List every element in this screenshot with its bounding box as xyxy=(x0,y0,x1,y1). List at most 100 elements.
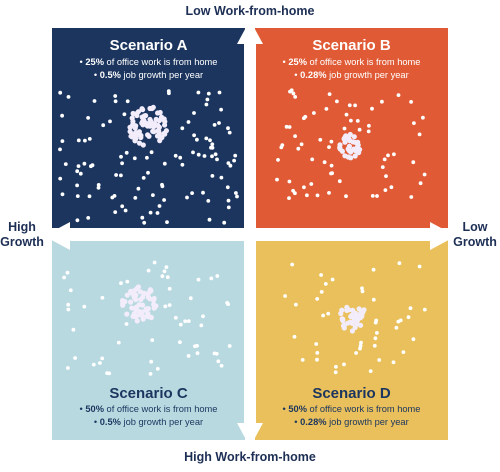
scenario-b-dot xyxy=(291,91,296,96)
scenario-c-dot xyxy=(100,295,105,300)
scenario-d-wfh-text: of office work is from home xyxy=(306,404,421,414)
scenario-c-dot xyxy=(183,319,188,324)
scenario-c-dot xyxy=(148,288,154,294)
scenario-a-dot xyxy=(114,173,118,177)
scenario-a-dot xyxy=(148,120,154,126)
scenario-b-wfh-value: 25% xyxy=(288,57,307,67)
scenario-a-dot xyxy=(96,183,101,187)
scenario-a-dot xyxy=(196,90,201,95)
scenario-a-dot xyxy=(204,102,209,107)
scenario-c-dot xyxy=(151,295,157,302)
scenario-d-title: Scenario D xyxy=(312,385,391,402)
scenario-a-dot xyxy=(166,89,171,93)
scenario-a-dot xyxy=(215,157,219,162)
scenario-a-dot xyxy=(146,170,150,175)
scenario-a-dot xyxy=(210,145,215,150)
scenario-c-dot xyxy=(71,327,76,332)
scenario-b-dot xyxy=(293,95,298,99)
scenario-a-dot xyxy=(160,184,165,189)
scenario-d-dot xyxy=(352,324,358,330)
scenario-d-dot xyxy=(417,264,422,269)
scenario-a-dot xyxy=(191,150,195,155)
scenario-b-dot xyxy=(299,142,304,147)
scenario-a-dot xyxy=(217,90,222,95)
scenario-a-dot xyxy=(210,174,215,178)
scenario-a-dot xyxy=(75,169,80,174)
scenario-a-dot xyxy=(90,163,95,168)
scenario-a-dot xyxy=(142,220,147,225)
scenario-c-dot xyxy=(215,274,220,278)
scenario-a-dot xyxy=(155,128,161,134)
scenario-b-dot xyxy=(389,185,394,190)
scenario-c-dot xyxy=(105,371,109,375)
scenario-a-dot xyxy=(219,175,224,180)
scenario-d-wfh-value: 50% xyxy=(288,404,307,414)
scenario-a-dot xyxy=(150,104,156,110)
scenario-b-dot xyxy=(291,188,295,193)
scenario-a-dot xyxy=(148,210,153,215)
scenario-b-dot xyxy=(293,134,297,138)
scenario-c-dot xyxy=(137,289,144,295)
scenario-c-dot xyxy=(173,315,178,320)
scenario-a-dot xyxy=(210,142,215,147)
scenario-a-dot xyxy=(129,115,135,121)
scenario-d-growth-line: • 0.28% job growth per year xyxy=(294,417,409,427)
scenario-a-dot xyxy=(161,130,167,136)
scenario-c-dot xyxy=(98,361,102,365)
scenario-b-dot xyxy=(329,139,334,144)
scenario-c-dot xyxy=(160,274,165,279)
scenario-a-dot xyxy=(192,111,196,115)
scenario-a-dot xyxy=(75,183,79,188)
scenario-a-dot xyxy=(60,139,65,143)
scenario-d-growth-text: job growth per year xyxy=(326,417,409,427)
scenario-a-dot xyxy=(96,185,101,190)
scenario-a-dot xyxy=(124,150,129,155)
arrowhead-right xyxy=(430,222,456,250)
scenario-c-dot xyxy=(227,344,232,348)
scenario-a-dot xyxy=(86,116,90,120)
scenario-b-dot xyxy=(422,172,427,177)
scenario-a-dot xyxy=(132,156,137,161)
scenario-c-dot xyxy=(195,343,199,348)
scenario-a-title: Scenario A xyxy=(109,37,188,54)
scenario-b-dot xyxy=(341,136,347,142)
scenario-d-dot xyxy=(350,307,356,313)
scenario-d-dot xyxy=(408,306,413,311)
scenario-a-dot xyxy=(158,114,165,120)
scenario-c-dot xyxy=(124,311,130,317)
scenario-a-dot xyxy=(66,95,71,99)
scenario-a-dot xyxy=(185,195,189,200)
scenario-a-dot xyxy=(76,164,81,169)
scenario-a-dot xyxy=(122,112,127,117)
scenario-c-dot xyxy=(134,286,140,292)
scenario-a-dot xyxy=(136,140,143,146)
scenario-b-dot xyxy=(342,126,347,131)
scenario-a-dot xyxy=(201,190,205,195)
scenario-b-dot xyxy=(296,146,301,151)
scenario-a-dot xyxy=(143,113,149,119)
scenario-d-dot xyxy=(358,343,363,348)
scenario-a-dot xyxy=(127,124,133,130)
scenario-a-dot xyxy=(108,119,112,124)
scenario-a-growth-text: job growth per year xyxy=(120,70,204,80)
scenario-c-dot xyxy=(125,279,130,284)
scenario-b-wfh-line: • 25% of office work is from home xyxy=(282,57,421,67)
scenario-c-growth-value: 0.5% xyxy=(99,417,121,427)
scenario-c-dot xyxy=(128,299,134,305)
scenario-c-dot xyxy=(124,292,130,298)
scenario-a-dots xyxy=(58,89,239,225)
scenario-b-wfh-text: of office work is from home xyxy=(306,57,421,67)
scenario-c-dot xyxy=(119,298,126,304)
scenario-a-dot xyxy=(146,133,152,139)
scenario-c-dot xyxy=(138,296,144,303)
scenario-c-dot xyxy=(68,288,73,293)
scenario-b-dot xyxy=(370,194,375,198)
scenario-a-dot xyxy=(101,123,106,128)
scenario-b-dot xyxy=(396,93,401,97)
scenario-d-growth-value: 0.28% xyxy=(300,417,327,427)
scenario-a-dot xyxy=(87,194,92,199)
scenario-d-dot xyxy=(401,350,406,354)
scenario-b-dot xyxy=(303,114,308,119)
scenario-c-dot xyxy=(219,363,224,368)
scenario-c-dot xyxy=(196,277,201,282)
